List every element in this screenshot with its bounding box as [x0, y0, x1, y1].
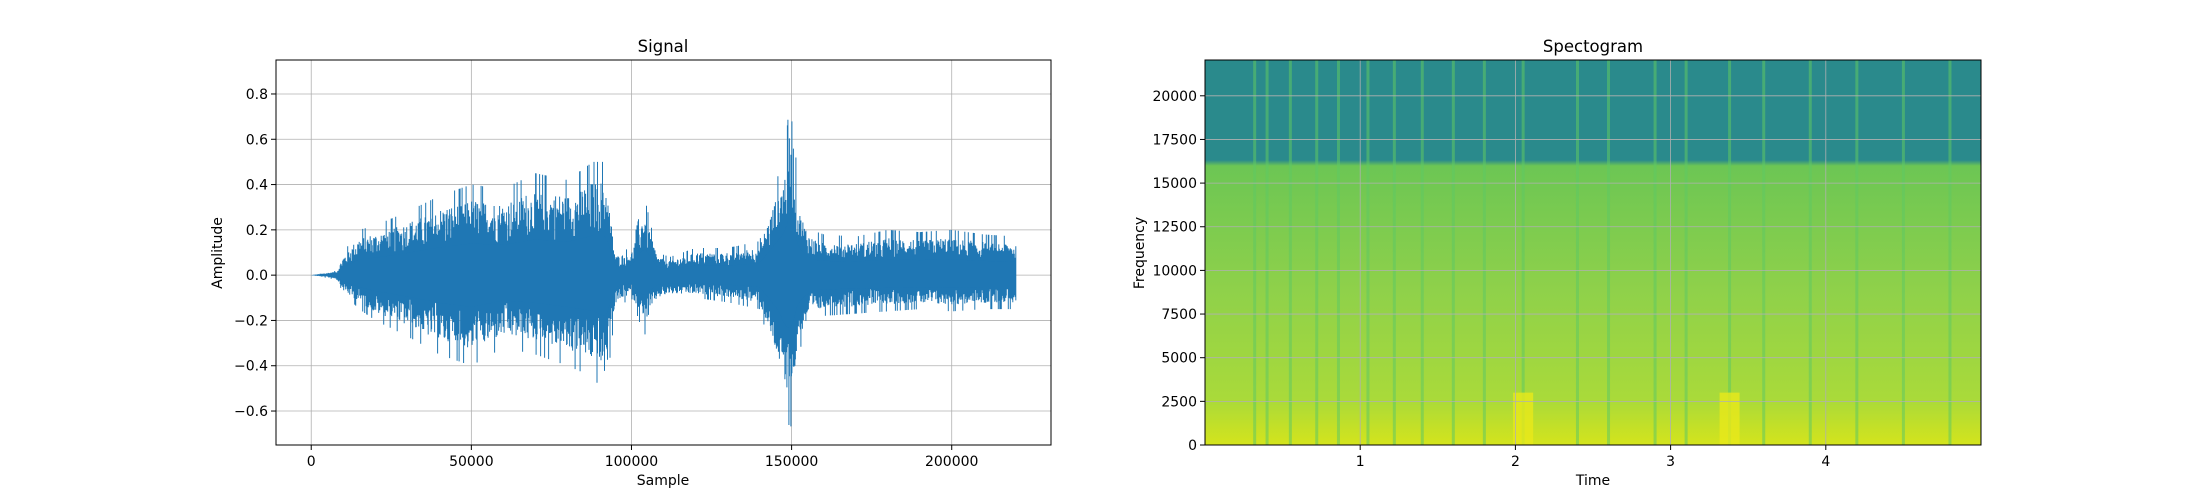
spectrogram-transient — [1482, 60, 1486, 445]
spectrogram-transient — [1728, 60, 1732, 445]
signal-ytick-label: 0.0 — [246, 268, 268, 284]
spectrogram-transient — [1315, 60, 1319, 445]
spectrogram-transient — [1684, 60, 1688, 445]
spectrogram-xtick-label: 4 — [1821, 454, 1830, 470]
signal-ytick-label: 0.6 — [246, 132, 268, 148]
spectrogram-xtick-label: 1 — [1356, 454, 1365, 470]
signal-ytick-label: −0.2 — [234, 313, 268, 329]
spectrogram-axes-frame — [1204, 59, 1982, 446]
signal-xtick-label: 100000 — [605, 454, 658, 470]
spectrogram-transient — [1392, 60, 1396, 445]
signal-plot: Signal 0 50000 100000 150000 200000 −0.6 −0.4 −… — [210, 37, 1052, 489]
spectrogram-xtick-label: 2 — [1511, 454, 1520, 470]
signal-core — [311, 211, 1016, 328]
spectrogram-ytick-label: 10000 — [1152, 263, 1197, 279]
spectrogram-image — [1205, 60, 1981, 445]
spectrogram-transient — [1366, 60, 1370, 445]
spectrogram-transient — [1762, 60, 1766, 445]
spectrogram-title: Spectogram — [1543, 37, 1643, 56]
spectrogram-transient — [1420, 60, 1424, 445]
spectrogram-hotspot — [1719, 392, 1740, 445]
spectrogram-ytick-label: 15000 — [1152, 176, 1197, 192]
spectrogram-ytick-label: 12500 — [1152, 220, 1197, 236]
signal-xtick-label: 200000 — [925, 454, 978, 470]
spectrogram-xlabel: Time — [1575, 473, 1610, 489]
spectrogram-transient — [1451, 60, 1455, 445]
signal-ytick-label: −0.4 — [234, 359, 268, 375]
signal-title: Signal — [638, 37, 689, 56]
signal-ticks: 0 50000 100000 150000 200000 −0.6 −0.4 −0.2 0.0 0… — [234, 87, 978, 470]
signal-ytick-label: 0.8 — [246, 87, 268, 103]
spectrogram-transient — [1855, 60, 1859, 445]
signal-xlabel: Sample — [637, 473, 690, 489]
spectrogram-transient — [1253, 60, 1257, 445]
spectrogram-transient — [1575, 60, 1579, 445]
spectrogram-ytick-label: 17500 — [1152, 132, 1197, 148]
spectrogram-hotspot — [1513, 392, 1534, 445]
spectrogram-xtick-label: 3 — [1666, 454, 1675, 470]
spectrogram-transient — [1336, 60, 1340, 445]
spectrogram-transient — [1521, 60, 1525, 445]
spectrogram-transient — [1288, 60, 1292, 445]
spectrogram-ticks: 1 2 3 4 0 2500 5000 7500 10000 12500 15000 17500 200… — [1152, 89, 1830, 470]
spectrogram-ytick-label: 2500 — [1161, 394, 1197, 410]
signal-ytick-label: 0.4 — [246, 178, 268, 194]
spectrogram-ytick-label: 0 — [1188, 438, 1197, 454]
signal-xtick-label: 0 — [307, 454, 316, 470]
signal-xtick-label: 150000 — [765, 454, 818, 470]
signal-ytick-label: −0.6 — [234, 404, 268, 420]
signal-waveform — [311, 119, 1017, 427]
spectrogram-ylabel: Frequency — [1132, 217, 1148, 289]
signal-axes-frame — [275, 59, 1052, 446]
spectrogram-ytick-label: 7500 — [1161, 307, 1197, 323]
spectrogram-transient — [1607, 60, 1611, 445]
signal-ytick-label: 0.2 — [246, 223, 268, 239]
spectrogram-ytick-label: 5000 — [1161, 351, 1197, 367]
spectrogram-transient — [1901, 60, 1905, 445]
signal-ylabel: Amplitude — [210, 217, 226, 289]
spectrogram-ytick-label: 20000 — [1152, 89, 1197, 105]
spectrogram-plot: Spectogram 1 2 3 4 0 2500 5000 7500 10000 12500 15… — [1132, 37, 1982, 489]
spectrogram-transient — [1948, 60, 1952, 445]
spectrogram-transient — [1653, 60, 1657, 445]
spectrogram-transients — [1253, 60, 1952, 445]
spectrogram-transient — [1808, 60, 1812, 445]
spectrogram-transient — [1265, 60, 1269, 445]
signal-xtick-label: 50000 — [449, 454, 494, 470]
